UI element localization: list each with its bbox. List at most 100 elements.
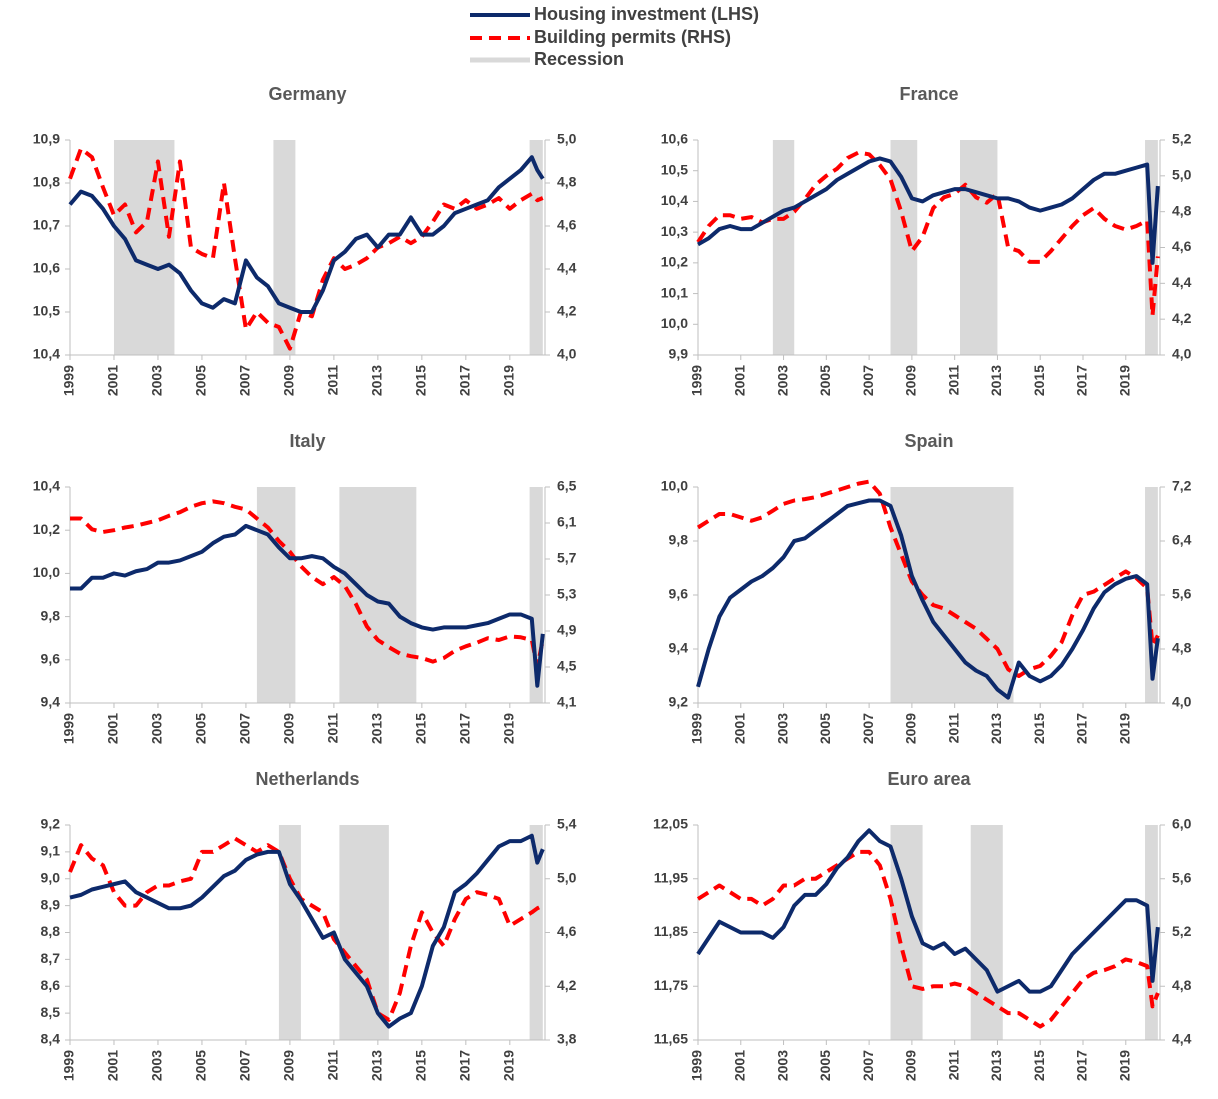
y-tick-label: 10,5 <box>33 303 60 319</box>
y-tick-label: 8,4 <box>41 1031 61 1047</box>
x-tick-label: 2003 <box>774 365 790 396</box>
y2-tick-label: 5,7 <box>557 550 577 566</box>
y-tick-label: 10,4 <box>661 192 688 208</box>
y2-tick-label: 4,0 <box>1172 346 1192 362</box>
recession-band <box>113 140 175 355</box>
y2-tick-label: 4,2 <box>557 303 577 319</box>
y-tick-label: 9,9 <box>669 346 689 362</box>
y-tick-label: 9,2 <box>669 694 689 710</box>
x-tick-label: 2011 <box>325 713 341 744</box>
x-tick-label: 2017 <box>457 365 473 396</box>
y-tick-label: 10,6 <box>661 131 688 147</box>
y2-tick-label: 4,5 <box>557 658 577 674</box>
y2-tick-label: 6,0 <box>1172 816 1192 832</box>
x-tick-label: 2015 <box>1031 365 1047 396</box>
x-tick-label: 2013 <box>369 365 385 396</box>
y2-tick-label: 5,6 <box>1172 869 1192 885</box>
y2-tick-label: 4,6 <box>557 217 577 233</box>
y-tick-label: 8,7 <box>41 950 61 966</box>
recession-band <box>278 825 301 1040</box>
x-tick-label: 2003 <box>149 713 165 744</box>
y2-tick-label: 6,5 <box>557 478 577 494</box>
x-tick-label: 2007 <box>860 365 876 396</box>
y-tick-label: 8,9 <box>41 896 61 912</box>
y2-tick-label: 4,6 <box>1172 238 1192 254</box>
series-line <box>68 146 544 351</box>
y-tick-label: 9,0 <box>41 869 61 885</box>
x-tick-label: 2001 <box>105 365 121 396</box>
chart-title: Italy <box>289 431 325 451</box>
x-tick-label: 2001 <box>731 1050 747 1081</box>
x-tick-label: 1999 <box>61 365 77 396</box>
panel: Spain 9,2 9,4 9,6 9,8 10,0 4,0 4,8 5,6 6,4 7,2 1999… <box>661 431 1192 744</box>
y-tick-label: 10,1 <box>661 284 688 300</box>
x-tick-label: 2015 <box>413 365 429 396</box>
y-tick-label: 9,6 <box>669 586 689 602</box>
y2-tick-label: 7,2 <box>1172 478 1192 494</box>
x-tick-label: 2019 <box>501 713 517 744</box>
y2-tick-label: 5,6 <box>1172 586 1192 602</box>
x-tick-label: 2017 <box>457 1050 473 1081</box>
legend: Housing investment (LHS) Building permit… <box>470 4 759 69</box>
series-line <box>69 833 545 1029</box>
y2-tick-label: 4,1 <box>557 694 577 710</box>
y-tick-label: 11,65 <box>654 1031 688 1047</box>
y2-tick-label: 4,8 <box>557 174 577 190</box>
x-tick-label: 1999 <box>689 365 705 396</box>
y2-tick-label: 5,4 <box>557 816 577 832</box>
panel: Italy 9,4 9,6 9,8 10,0 10,2 10,4 4,1 4,5 4,9 5,3 5,… <box>33 431 577 744</box>
x-tick-label: 2011 <box>945 365 961 396</box>
series-line <box>696 849 1160 1029</box>
y-tick-label: 10,0 <box>661 315 688 331</box>
y2-tick-label: 5,3 <box>557 586 577 602</box>
chart-title: Spain <box>904 431 953 451</box>
x-tick-label: 2007 <box>237 713 253 744</box>
y2-tick-label: 5,0 <box>1172 167 1192 183</box>
y-tick-label: 11,75 <box>654 977 688 993</box>
y2-tick-label: 5,2 <box>1172 131 1192 147</box>
y-tick-label: 10,7 <box>33 217 60 233</box>
y2-tick-label: 6,1 <box>557 514 577 530</box>
x-tick-label: 2009 <box>281 713 297 744</box>
x-tick-label: 1999 <box>61 713 77 744</box>
x-tick-label: 2005 <box>817 365 833 396</box>
y2-tick-label: 4,2 <box>557 977 577 993</box>
y-tick-label: 9,6 <box>41 651 61 667</box>
y-tick-label: 8,8 <box>41 923 61 939</box>
x-tick-label: 1999 <box>61 1050 77 1081</box>
chart-title: Netherlands <box>255 769 359 789</box>
recession-band <box>339 825 389 1040</box>
x-tick-label: 2003 <box>149 1050 165 1081</box>
y2-tick-label: 4,4 <box>1172 1031 1192 1047</box>
x-tick-label: 2011 <box>325 365 341 396</box>
x-tick-label: 2003 <box>774 1050 790 1081</box>
y2-tick-label: 3,8 <box>557 1031 577 1047</box>
x-tick-label: 2011 <box>945 713 961 744</box>
x-tick-label: 2001 <box>731 713 747 744</box>
y-tick-label: 9,1 <box>41 843 61 859</box>
series-line <box>696 498 1160 700</box>
x-tick-label: 2009 <box>281 1050 297 1081</box>
y-tick-label: 10,5 <box>661 161 688 177</box>
y-tick-label: 11,85 <box>654 923 688 939</box>
legend-label: Housing investment (LHS) <box>534 4 759 24</box>
x-tick-label: 2001 <box>105 1050 121 1081</box>
panel: Euro area 11,65 11,75 11,85 11,95 12,05 4,4 4,8… <box>653 769 1192 1081</box>
series-line <box>68 836 544 1022</box>
x-tick-label: 2017 <box>457 713 473 744</box>
x-tick-label: 2005 <box>193 1050 209 1081</box>
x-tick-label: 2005 <box>193 365 209 396</box>
x-tick-label: 2001 <box>731 365 747 396</box>
series-line <box>68 155 545 314</box>
y-tick-label: 12,05 <box>653 816 688 832</box>
series-line <box>70 499 545 669</box>
y2-tick-label: 5,0 <box>557 131 577 147</box>
x-tick-label: 2015 <box>1031 1050 1047 1081</box>
x-tick-label: 2017 <box>1074 1050 1090 1081</box>
recession-band <box>529 140 543 355</box>
y2-tick-label: 4,0 <box>557 346 577 362</box>
y2-tick-label: 4,8 <box>1172 640 1192 656</box>
y2-tick-label: 5,2 <box>1172 923 1192 939</box>
series-line <box>696 479 1160 678</box>
x-tick-label: 1999 <box>689 713 705 744</box>
